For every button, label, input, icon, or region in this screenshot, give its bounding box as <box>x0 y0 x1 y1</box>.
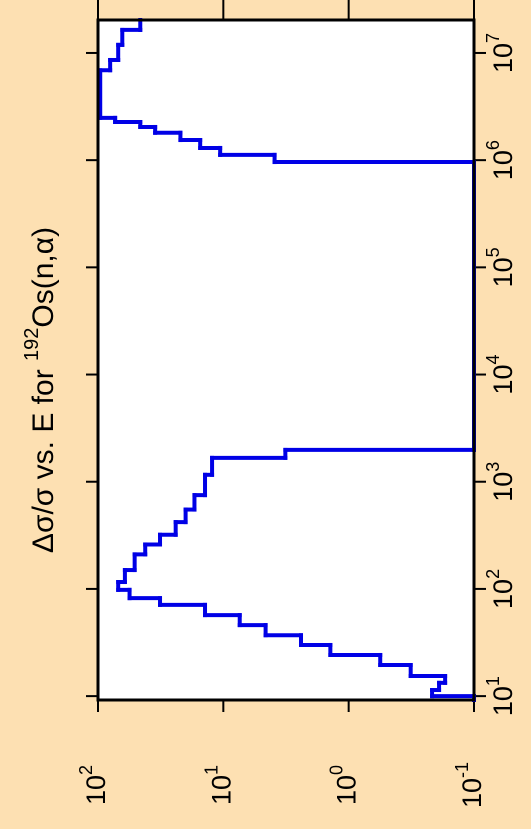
title-text: Δσ/σ vs. E for <box>27 361 60 553</box>
tick-exponent: 3 <box>483 462 503 472</box>
tick-label: 107 <box>483 33 518 73</box>
tick-base: 10 <box>488 579 518 609</box>
tick-label: 105 <box>483 247 518 287</box>
tick-base: 10 <box>81 775 111 805</box>
tick-base: 10 <box>488 257 518 287</box>
tick-exponent: 2 <box>76 765 96 775</box>
chart-title: Δσ/σ vs. E for 192Os(n,α) <box>21 227 60 553</box>
tick-label: 103 <box>483 462 518 502</box>
tick-label: 10-1 <box>452 762 487 808</box>
tick-label: 100 <box>326 765 361 805</box>
tick-exponent: 5 <box>483 247 503 257</box>
tick-base: 10 <box>332 775 362 805</box>
tick-exponent: 0 <box>326 765 346 775</box>
tick-label: 101 <box>201 765 236 805</box>
tick-label: 102 <box>483 569 518 609</box>
tick-exponent: 7 <box>483 33 503 43</box>
tick-exponent: -1 <box>452 762 472 778</box>
tick-base: 10 <box>488 150 518 180</box>
title-suffix: Os(n,α) <box>27 227 60 328</box>
tick-label: 104 <box>483 355 518 395</box>
tick-base: 10 <box>457 778 487 808</box>
tick-exponent: 1 <box>483 676 503 686</box>
tick-base: 10 <box>488 43 518 73</box>
title-superscript: 192 <box>21 328 43 361</box>
tick-base: 10 <box>488 472 518 502</box>
tick-exponent: 4 <box>483 355 503 365</box>
tick-label: 102 <box>76 765 111 805</box>
tick-exponent: 2 <box>483 569 503 579</box>
tick-exponent: 6 <box>483 140 503 150</box>
tick-base: 10 <box>206 775 236 805</box>
tick-label: 106 <box>483 140 518 180</box>
tick-label: 101 <box>483 676 518 716</box>
tick-exponent: 1 <box>201 765 221 775</box>
tick-base: 10 <box>488 686 518 716</box>
tick-base: 10 <box>488 365 518 395</box>
plot-frame <box>96 18 476 702</box>
